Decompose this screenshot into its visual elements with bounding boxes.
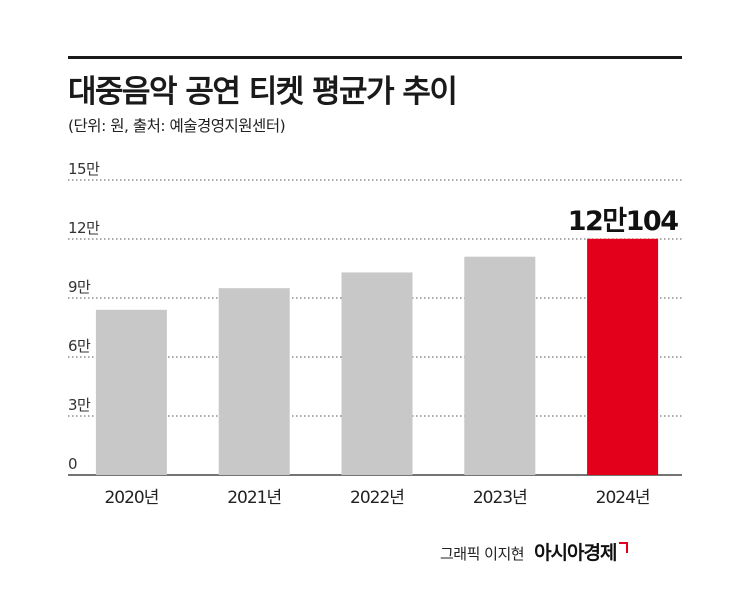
brand-logo: 아시아경제 — [534, 542, 617, 564]
y-tick-label: 0 — [68, 455, 77, 473]
x-tick-label: 2021년 — [227, 488, 281, 508]
chart-subtitle: (단위: 원, 출처: 예술경영지원센터) — [68, 117, 286, 135]
y-tick-label: 15만 — [68, 160, 100, 178]
bar — [464, 256, 536, 475]
data-label: 12만104 — [568, 206, 678, 237]
chart-title: 대중음악 공연 티켓 평균가 추이 — [68, 74, 458, 110]
y-tick-label: 9만 — [68, 278, 91, 296]
y-tick-label: 6만 — [68, 337, 91, 355]
y-tick-label: 12만 — [68, 219, 100, 237]
x-tick-label: 2020년 — [104, 488, 158, 508]
bar — [95, 309, 167, 475]
x-tick-label: 2023년 — [473, 488, 527, 508]
bar-highlight — [587, 238, 659, 475]
x-tick-label: 2024년 — [596, 488, 650, 508]
top-rule — [68, 56, 682, 59]
x-tick-label: 2022년 — [350, 488, 404, 508]
y-tick-label: 3만 — [68, 396, 91, 414]
credit-name: 그래픽 이지현 — [440, 545, 525, 563]
bar — [218, 288, 290, 475]
credit: 그래픽 이지현 아시아경제 — [440, 538, 629, 565]
brand-mark-icon — [619, 542, 629, 553]
bar — [341, 272, 413, 475]
